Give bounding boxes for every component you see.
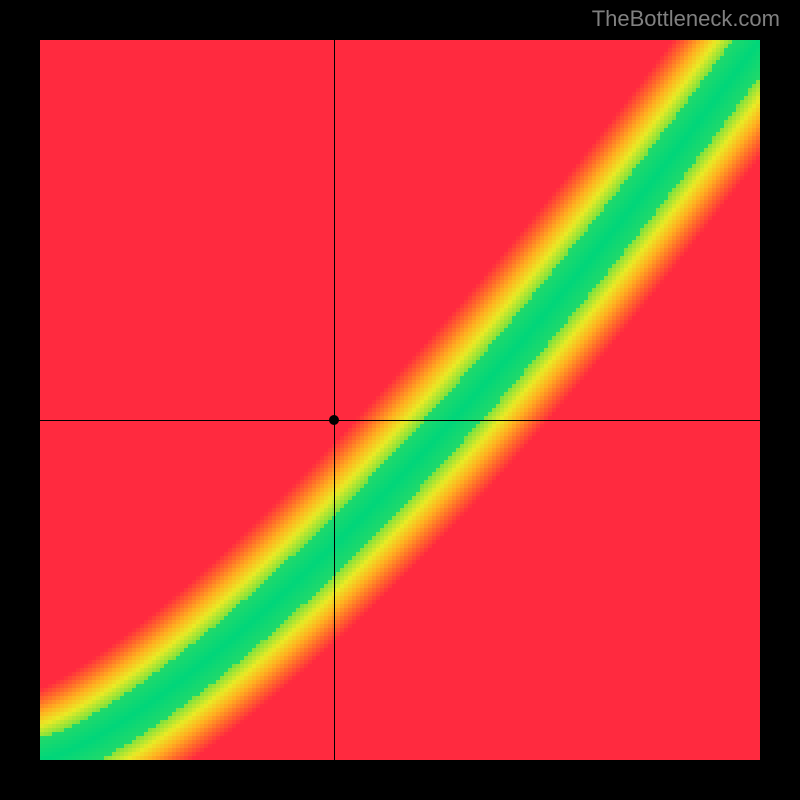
watermark-text: TheBottleneck.com xyxy=(592,6,780,32)
crosshair-vertical xyxy=(334,40,335,760)
heatmap-plot-area xyxy=(40,40,760,760)
figure-frame: TheBottleneck.com xyxy=(0,0,800,800)
crosshair-point xyxy=(329,415,339,425)
heatmap-canvas xyxy=(40,40,760,760)
crosshair-horizontal xyxy=(40,420,760,421)
